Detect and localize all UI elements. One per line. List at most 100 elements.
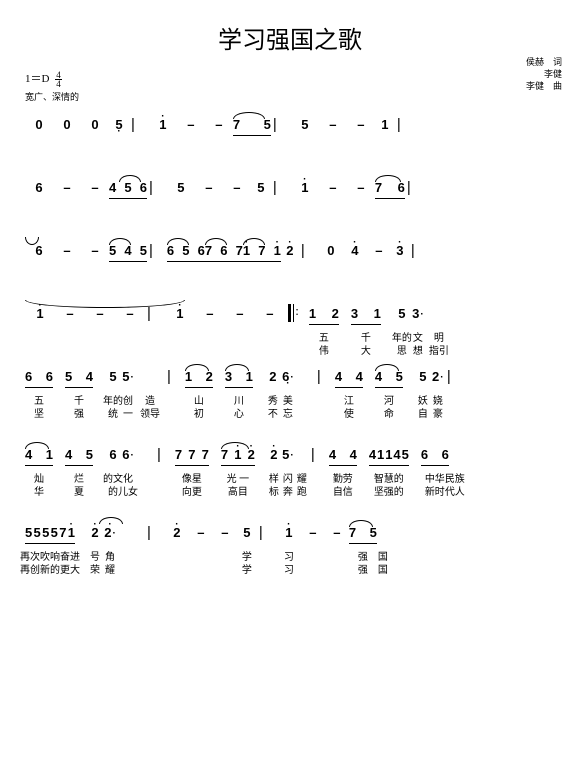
note-cell	[279, 178, 291, 219]
note-cell: 5	[291, 115, 319, 156]
note-cell	[323, 367, 335, 408]
barline: |	[157, 445, 161, 465]
note-cell: 75强强	[349, 523, 377, 577]
note-cell: 6	[25, 178, 53, 219]
note-cell	[317, 445, 329, 486]
barline: |	[147, 523, 151, 543]
note-cell: 75	[233, 115, 271, 156]
note-cell: 31川心	[225, 367, 253, 421]
credit-line: 李健 曲	[526, 80, 562, 92]
note-cell	[213, 367, 225, 408]
note-cell: 12五伟	[309, 304, 339, 358]
note-cell: 造领导	[135, 367, 165, 421]
note-cell	[279, 115, 291, 156]
note-cell: –	[53, 178, 81, 198]
note-cell: 12山初	[185, 367, 213, 421]
music-line: 0005|1––75|5––1|	[25, 115, 555, 170]
note-cell: 0	[319, 241, 343, 282]
note-cell: 4	[343, 241, 367, 282]
note-cell: 6·美忘	[281, 367, 295, 421]
note-cell: –	[255, 304, 285, 324]
note-cell: 5年的统	[105, 367, 121, 421]
music-line: 1–––|1–––12五伟31千大5年的思3·文想明指引	[25, 304, 555, 359]
note-cell: 41灿华	[25, 445, 53, 499]
note-cell: –	[325, 523, 349, 543]
music-line: 555571再次吹响奋进再创新的更大2号荣2·角耀|2––5学学|1习习––75…	[25, 523, 555, 593]
note-cell: –	[205, 115, 233, 135]
credit-line: 侯赫 词	[526, 56, 562, 68]
barline: |	[147, 304, 151, 324]
note-cell	[297, 304, 309, 345]
note-cell: 3	[391, 241, 409, 282]
note-cell: –	[225, 304, 255, 324]
note-cell	[339, 304, 351, 345]
note-cell: 5年的思	[393, 304, 411, 358]
tempo: 宽广、深情的	[25, 90, 555, 103]
note-cell: –	[195, 304, 225, 324]
barline: |	[317, 367, 321, 387]
note-cell: 民族代人	[449, 445, 461, 499]
note-cell: –	[81, 241, 109, 261]
note-cell	[409, 445, 421, 486]
note-cell: 5·创一	[121, 367, 135, 421]
note-cell: –	[347, 115, 375, 135]
note-cell: –	[301, 523, 325, 543]
note-cell: 5	[167, 178, 195, 219]
note-cell	[265, 523, 277, 564]
note-cell: 44江使	[335, 367, 363, 421]
barline: |	[273, 178, 277, 198]
note-cell	[53, 445, 65, 486]
note-cell	[253, 367, 265, 408]
note-cell: 656	[167, 241, 205, 282]
note-cell	[75, 523, 87, 564]
note-cell: 5妖自	[415, 367, 431, 421]
note-cell: 2·娆豪	[431, 367, 445, 421]
note-cell: 6	[25, 241, 53, 282]
note-cell: 171	[243, 241, 281, 282]
barline: |	[397, 115, 401, 135]
note-cell: 国国	[377, 523, 389, 577]
note-cell: –	[223, 178, 251, 198]
barline: |	[167, 367, 171, 387]
key-signature: 1＝D 44	[25, 70, 555, 88]
note-cell: 1	[375, 115, 395, 156]
barline: |	[273, 115, 277, 135]
note-cell: –	[53, 241, 81, 261]
music-line: 41灿华45烂夏6的文的6·化儿女|777像星向更712光 一高目2样标5·闪奔…	[25, 445, 555, 515]
note-cell	[403, 367, 415, 408]
note-cell: 2号荣	[87, 523, 103, 577]
note-cell: –	[319, 115, 347, 135]
barline: |	[411, 241, 415, 261]
note-cell	[135, 445, 155, 486]
note-cell: –	[213, 523, 237, 543]
note-cell: 5	[251, 178, 271, 219]
title: 学习强国之歌	[25, 20, 555, 55]
note-cell: 2	[281, 241, 299, 282]
note-cell: –	[347, 178, 375, 198]
note-cell: 1	[291, 178, 319, 219]
note-cell	[155, 241, 167, 282]
note-cell: –	[319, 178, 347, 198]
note-cell: 5·闪奔	[281, 445, 295, 499]
note-cell: –	[55, 304, 85, 324]
note-cell	[153, 304, 165, 345]
note-cell: 1习习	[277, 523, 301, 577]
note-cell	[137, 115, 149, 156]
note-cell: 456	[109, 178, 147, 219]
note-cell: 2	[165, 523, 189, 564]
note-cell	[163, 445, 175, 486]
note-cell: –	[81, 178, 109, 198]
note-cell: 31千大	[351, 304, 381, 358]
note-cell	[307, 241, 319, 282]
note-cell	[357, 445, 369, 486]
note-cell: –	[189, 523, 213, 543]
note-cell: 44勤劳自信	[329, 445, 357, 499]
barline: |	[311, 445, 315, 465]
note-cell	[255, 445, 267, 486]
note-cell: 45烂夏	[65, 445, 93, 499]
barline: |	[259, 523, 263, 543]
note-cell	[173, 367, 185, 408]
note-cell: 2秀不	[265, 367, 281, 421]
note-cell: 777像星向更	[175, 445, 209, 499]
note-cell	[295, 367, 315, 408]
